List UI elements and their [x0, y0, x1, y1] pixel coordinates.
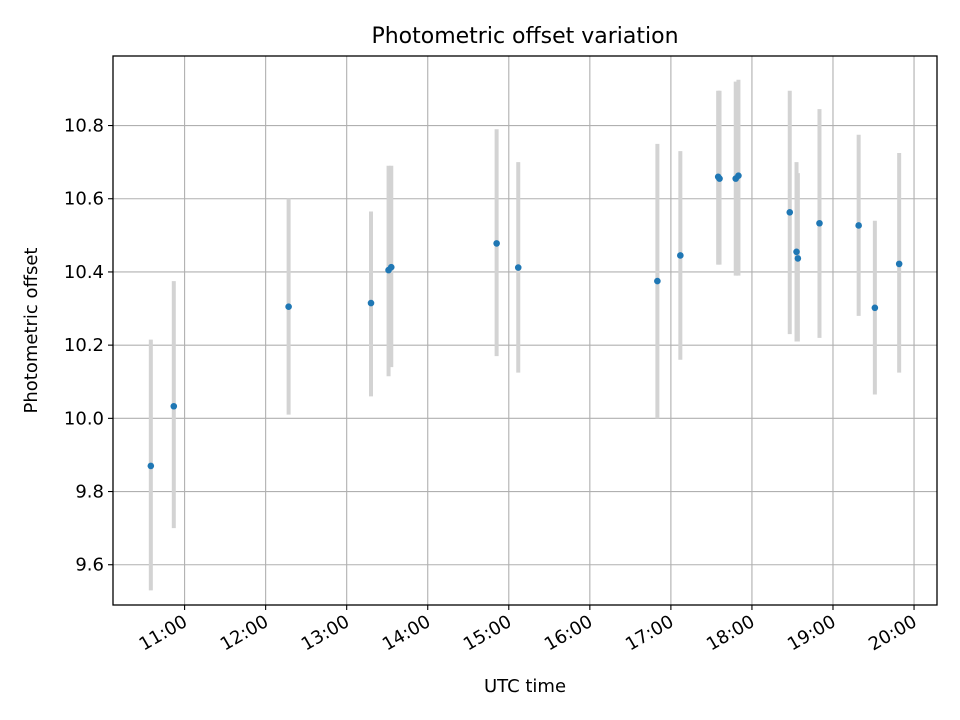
data-point	[793, 248, 800, 256]
data-point	[170, 402, 178, 410]
x-tick-label: 12:00	[217, 611, 272, 655]
y-tick-label: 9.8	[75, 482, 104, 503]
plot-frame	[112, 55, 938, 606]
ticks: 11:00 12:00 13:00 14:00 15:00 16:00 17:00 18:00…	[64, 116, 921, 656]
errorbars	[148, 79, 902, 591]
chart-title: Photometric offset variation	[371, 24, 678, 49]
y-tick-label: 9.6	[75, 555, 104, 576]
data-point	[654, 277, 661, 285]
x-tick-label: 13:00	[298, 611, 353, 655]
data-points	[147, 172, 903, 470]
y-tick-label: 10.2	[64, 335, 104, 356]
data-point	[387, 263, 395, 271]
data-point	[493, 240, 500, 247]
x-tick-label: 15:00	[460, 611, 515, 655]
y-tick-label: 10.4	[64, 262, 104, 283]
data-point	[514, 264, 522, 271]
x-tick-label: 11:00	[136, 611, 191, 655]
x-tick-label: 19:00	[784, 611, 839, 655]
x-tick-label: 17:00	[622, 611, 677, 655]
x-tick-label: 20:00	[865, 611, 920, 655]
data-point	[147, 462, 155, 470]
data-point	[285, 303, 292, 311]
data-point	[716, 175, 723, 182]
data-point	[735, 172, 742, 179]
data-point	[816, 219, 823, 227]
data-point	[367, 299, 375, 307]
data-point	[786, 208, 794, 216]
y-tick-label: 10.8	[64, 116, 104, 137]
data-point	[794, 255, 802, 262]
data-point	[871, 304, 879, 312]
x-axis-label: UTC time	[484, 676, 566, 697]
x-tick-label: 14:00	[379, 611, 434, 655]
data-point	[855, 222, 862, 229]
x-tick-label: 16:00	[541, 611, 596, 655]
data-point	[895, 260, 903, 268]
y-axis-label: Photometric offset	[21, 248, 42, 414]
grid	[113, 56, 937, 605]
x-tick-label: 18:00	[703, 611, 758, 655]
y-tick-label: 10.0	[64, 408, 104, 429]
data-point	[677, 252, 684, 259]
y-tick-label: 10.6	[64, 189, 104, 210]
